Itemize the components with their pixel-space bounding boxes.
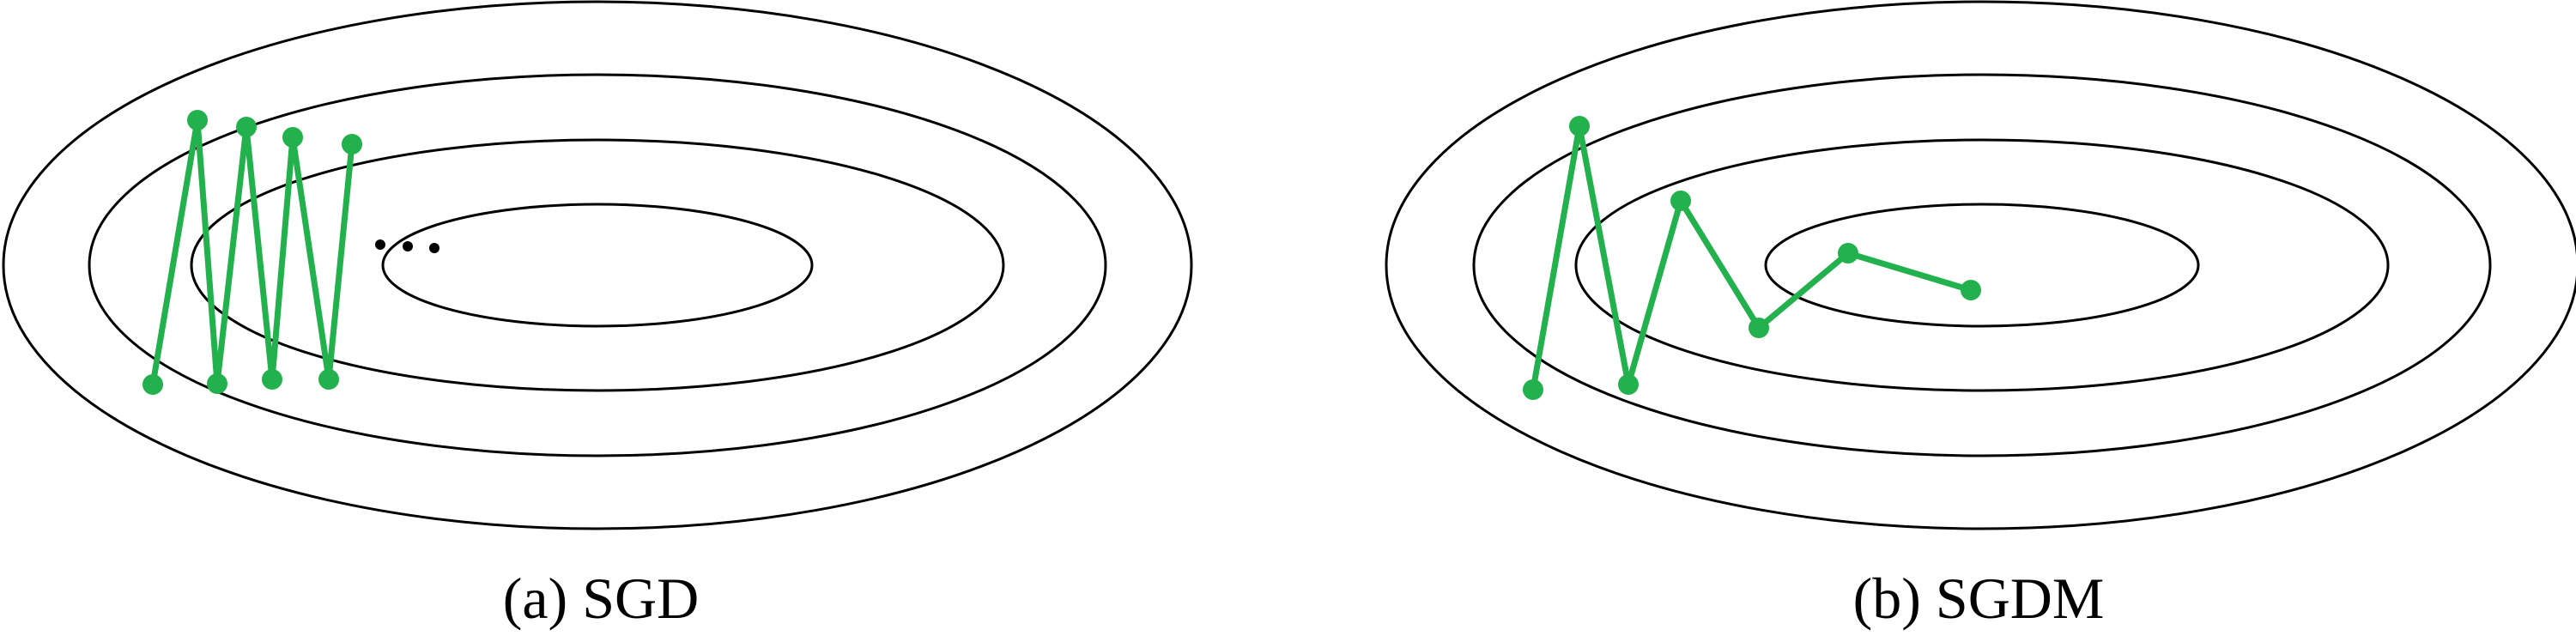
sgd-point bbox=[207, 373, 227, 394]
sgdm-step-points bbox=[1523, 116, 1981, 400]
sgd-point bbox=[187, 110, 208, 130]
contour-third bbox=[190, 138, 1005, 392]
sgd-trajectory bbox=[149, 117, 355, 388]
sgd-point bbox=[236, 117, 257, 137]
sgd-point bbox=[342, 134, 362, 154]
sgd-point bbox=[262, 369, 282, 390]
contour-third bbox=[1574, 138, 2390, 392]
sgdm-point bbox=[1618, 374, 1639, 395]
sgdm-point bbox=[1838, 243, 1858, 263]
sgdm-point bbox=[1961, 280, 1981, 300]
panel-sgdm: (b) SGDM bbox=[1385, 0, 2576, 631]
panel-sgd: (a) SGD bbox=[2, 0, 1193, 631]
sgd-point bbox=[282, 127, 303, 148]
sgdm-point bbox=[1569, 116, 1590, 136]
sgd-point bbox=[318, 369, 339, 390]
contour-outer bbox=[1385, 0, 2576, 530]
contour-outer bbox=[2, 0, 1193, 530]
sgdm-point bbox=[1670, 191, 1691, 211]
sgdm-trajectory bbox=[1530, 123, 1974, 393]
loss-contours-sgdm bbox=[1385, 0, 2576, 530]
contour-second bbox=[88, 73, 1107, 457]
caption-sgdm: (b) SGDM bbox=[1853, 566, 2105, 631]
contour-second bbox=[1472, 73, 2492, 457]
contour-inner bbox=[1764, 203, 2200, 328]
sgdm-point bbox=[1523, 379, 1543, 400]
sgd-point bbox=[142, 374, 163, 395]
ellipsis-dots bbox=[375, 239, 439, 253]
contour-inner bbox=[381, 203, 814, 328]
loss-contours-sgd bbox=[2, 0, 1193, 530]
sgd-step-points bbox=[142, 110, 362, 395]
sgdm-point bbox=[1749, 318, 1769, 338]
caption-sgd: (a) SGD bbox=[503, 566, 700, 631]
